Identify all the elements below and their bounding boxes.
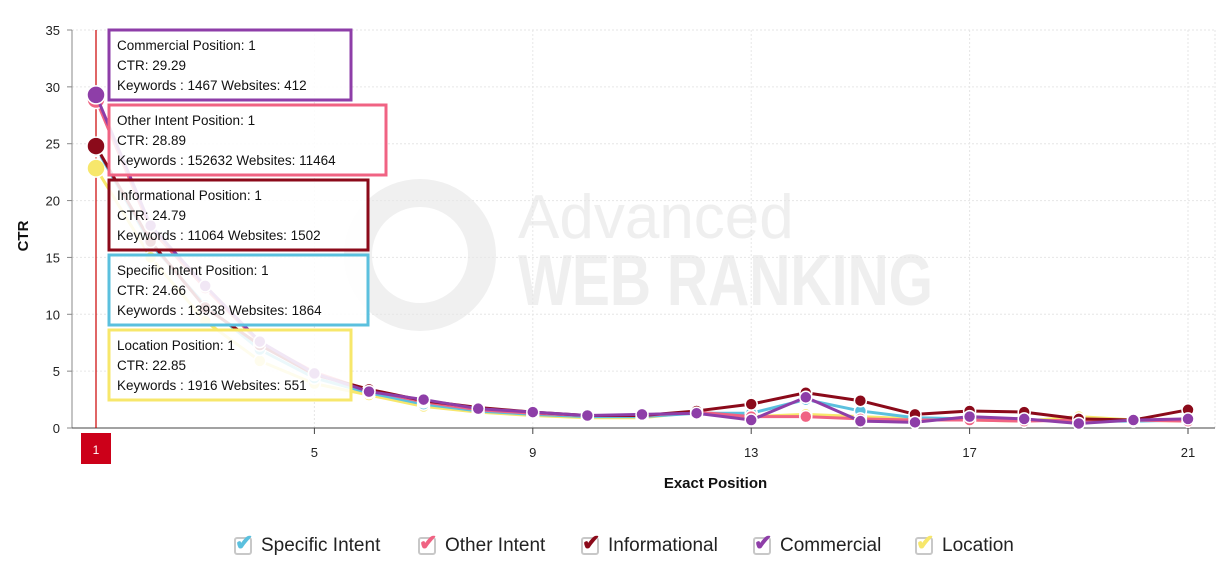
- tooltip-box: [107, 28, 353, 102]
- legend-item-informational[interactable]: ✔ Informational: [581, 532, 718, 559]
- grid-lines: [72, 29, 1216, 428]
- y-tick-label: 10: [46, 307, 60, 322]
- legend-label: Commercial: [780, 535, 882, 556]
- tooltip-commercial: Commercial Position: 1 CTR: 29.29 Keywords…: [107, 28, 353, 102]
- data-point: [799, 390, 813, 405]
- checkbox-icon[interactable]: ✔: [915, 532, 934, 555]
- x-tick-label: 21: [1181, 445, 1195, 460]
- legend-label: Location: [942, 535, 1014, 556]
- crosshair-label: 1: [93, 443, 100, 457]
- tooltip-line: Informational Position: 1: [117, 188, 262, 203]
- y-tick-label: 0: [53, 421, 60, 436]
- data-point: [86, 85, 106, 105]
- data-point: [853, 393, 868, 408]
- data-point: [853, 414, 868, 428]
- watermark-text: Advanced: [518, 183, 794, 252]
- x-axis-title: Exact Position: [664, 475, 767, 492]
- tooltip-line: Other Intent Position: 1: [117, 113, 255, 128]
- checkbox-icon[interactable]: ✔: [581, 532, 600, 555]
- tooltip-line: Keywords : 152632 Websites: 11464: [117, 153, 336, 168]
- legend-item-other-intent[interactable]: ✔ Other Intent: [418, 532, 546, 559]
- tooltip-box: [107, 328, 353, 402]
- data-point: [1017, 412, 1031, 426]
- tooltip-line: CTR: 24.79: [117, 208, 186, 223]
- y-tick-label: 5: [53, 364, 60, 379]
- checkmark-icon: ✔: [916, 530, 935, 555]
- y-tick-label: 30: [46, 80, 60, 95]
- data-point: [744, 413, 758, 427]
- legend-label: Other Intent: [445, 535, 546, 556]
- data-point: [908, 415, 922, 430]
- data-point: [1126, 413, 1141, 427]
- tooltip-line: Keywords : 13938 Websites: 1864: [117, 303, 322, 318]
- data-point: [86, 158, 106, 178]
- checkmark-icon: ✔: [582, 530, 601, 555]
- x-tick-label: 13: [744, 445, 758, 460]
- legend-label: Informational: [608, 535, 718, 556]
- tooltip-box: [107, 253, 370, 327]
- y-tick-label: 35: [46, 23, 60, 38]
- data-point: [580, 408, 595, 423]
- y-tick-label: 25: [46, 137, 60, 152]
- data-point: [526, 405, 540, 419]
- data-point: [635, 407, 649, 422]
- tooltip-line: CTR: 24.66: [117, 283, 186, 298]
- checkmark-icon: ✔: [235, 530, 254, 555]
- data-point: [1181, 412, 1195, 426]
- tooltip-line: Specific Intent Position: 1: [117, 263, 269, 278]
- tooltip-line: Keywords : 11064 Websites: 1502: [117, 228, 321, 243]
- tooltip-specific-intent: Specific Intent Position: 1 CTR: 24.66 Key…: [107, 253, 370, 327]
- legend-item-commercial[interactable]: ✔ Commercial: [753, 532, 882, 559]
- checkbox-icon[interactable]: ✔: [753, 532, 772, 555]
- x-tick-label: 9: [529, 445, 536, 460]
- axes: 0 5 10 15 20 25 30 35 5 9 13 17 21: [46, 23, 1215, 460]
- y-axis-title: CTR: [15, 220, 32, 251]
- legend-item-location[interactable]: ✔ Location: [915, 532, 1014, 559]
- x-tick-label: 17: [962, 445, 976, 460]
- tooltip-line: Keywords : 1916 Websites: 551: [117, 378, 307, 393]
- watermark-text: WEB RANKING: [518, 241, 933, 321]
- tooltip-informational: Informational Position: 1 CTR: 24.79 Keywo…: [107, 178, 370, 252]
- data-point: [689, 406, 704, 420]
- tooltip-line: Commercial Position: 1: [117, 38, 256, 53]
- data-point: [86, 136, 106, 156]
- legend: ✔ Specific Intent ✔ Other Intent ✔ Infor…: [0, 532, 1220, 559]
- data-point: [471, 401, 485, 416]
- tooltip-box: [107, 178, 370, 252]
- data-point: [744, 397, 758, 411]
- legend-item-specific-intent[interactable]: ✔ Specific Intent: [234, 532, 381, 559]
- tooltip-box: [107, 103, 388, 177]
- checkbox-icon[interactable]: ✔: [234, 532, 253, 555]
- crosshair-marker: [81, 433, 111, 464]
- tooltip-other-intent: Other Intent Position: 1 CTR: 28.89 Keywor…: [107, 103, 388, 177]
- y-tick-label: 15: [46, 250, 60, 265]
- data-point: [1072, 416, 1086, 431]
- data-point: [962, 409, 977, 424]
- data-point: [799, 409, 813, 424]
- checkmark-icon: ✔: [419, 530, 438, 555]
- tooltip-line: Location Position: 1: [117, 338, 235, 353]
- y-tick-label: 20: [46, 194, 60, 209]
- data-point: [416, 392, 431, 407]
- tooltip-line: Keywords : 1467 Websites: 412: [117, 78, 307, 93]
- legend-label: Specific Intent: [261, 535, 381, 556]
- tooltips: Commercial Position: 1 CTR: 29.29 Keywords…: [107, 28, 388, 402]
- x-tick-label: 5: [311, 445, 318, 460]
- data-point: [362, 384, 376, 399]
- tooltip-location: Location Position: 1 CTR: 22.85 Keywords :…: [107, 328, 353, 402]
- tooltip-line: CTR: 28.89: [117, 133, 186, 148]
- checkmark-icon: ✔: [754, 530, 773, 555]
- checkbox-icon[interactable]: ✔: [418, 532, 437, 555]
- tooltip-line: CTR: 22.85: [117, 358, 186, 373]
- watermark-globe-inner: [372, 207, 468, 303]
- tooltip-line: CTR: 29.29: [117, 58, 186, 73]
